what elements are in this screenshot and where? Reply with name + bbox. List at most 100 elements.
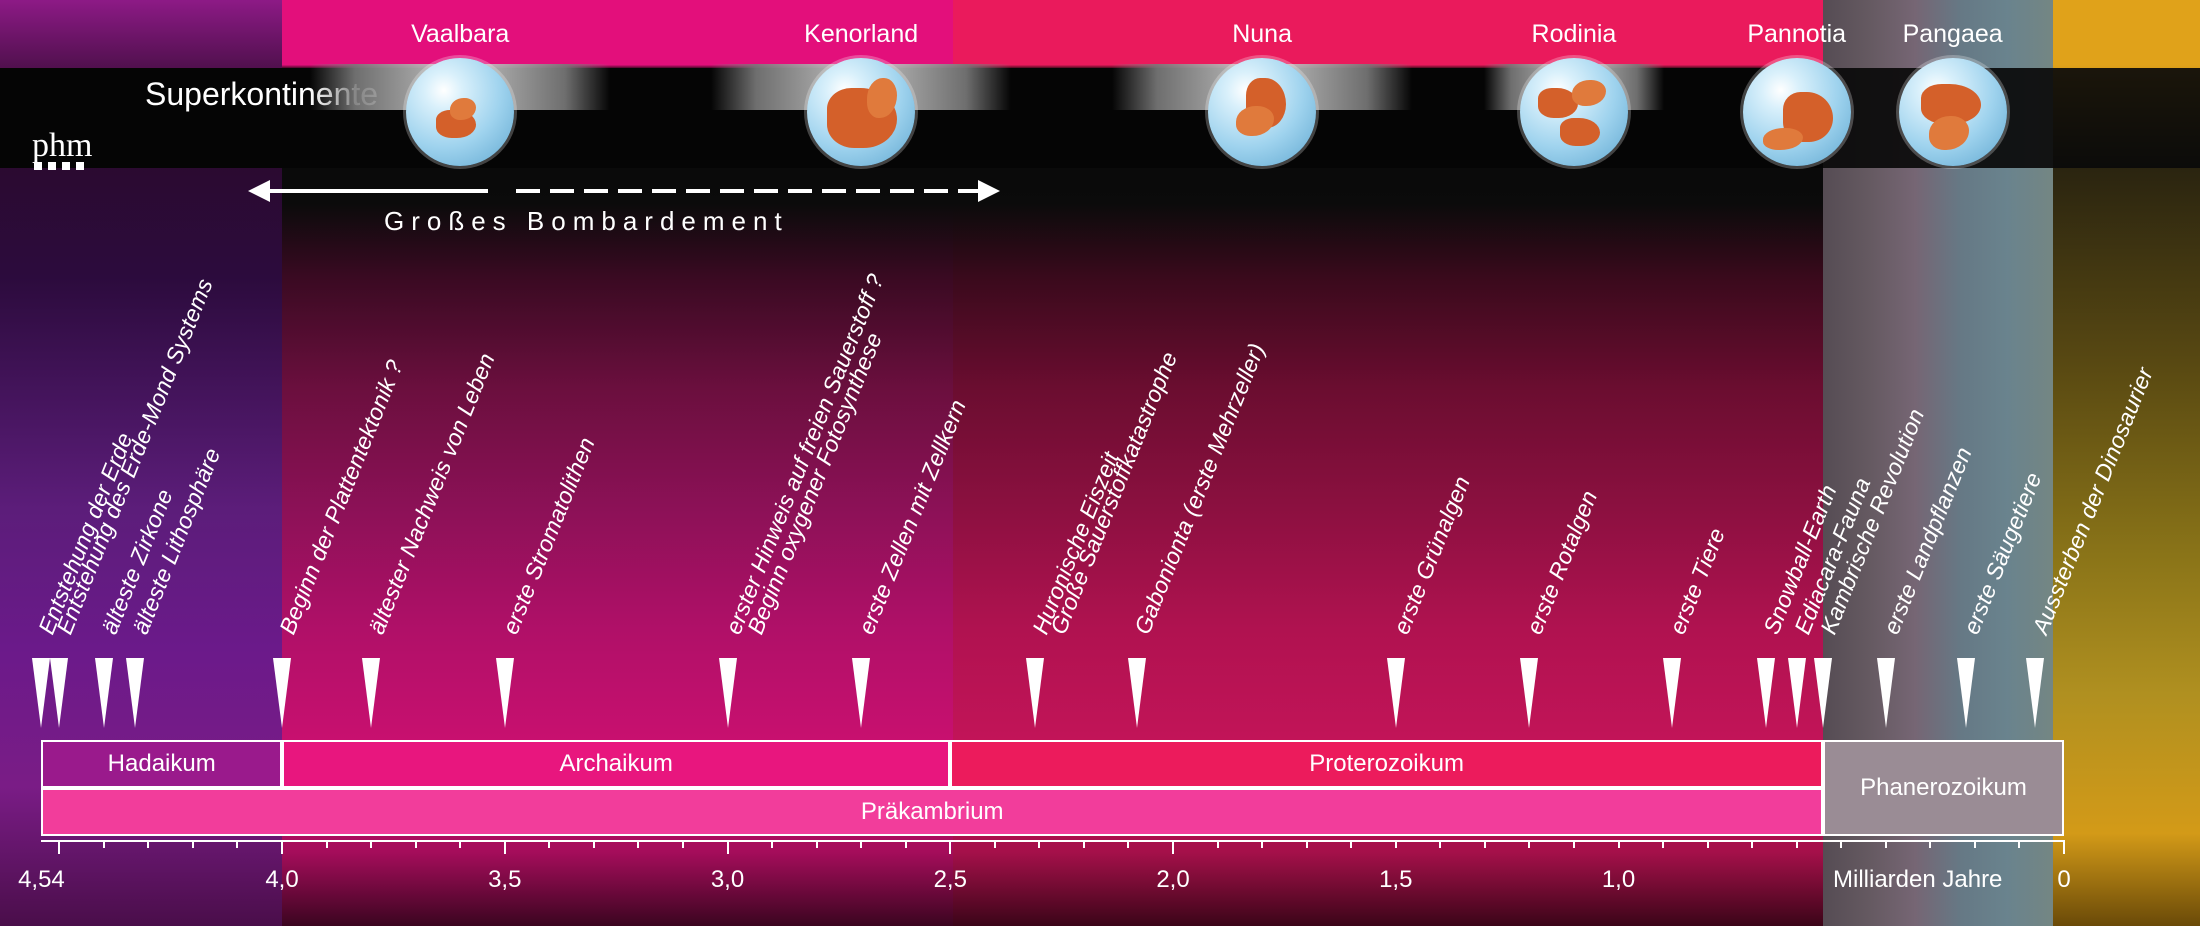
- axis-tick: [370, 840, 373, 848]
- axis-tick: [1216, 840, 1219, 848]
- axis-tick: [1751, 840, 1754, 848]
- event-marker: [1520, 658, 1539, 728]
- axis-tick: [1884, 840, 1887, 848]
- eon-box: Hadaikum: [41, 740, 282, 788]
- event-marker: [125, 658, 144, 728]
- event-marker: [1814, 658, 1833, 728]
- axis-tick: [1662, 840, 1665, 848]
- axis-tick: [147, 840, 150, 848]
- event-marker: [1128, 658, 1147, 728]
- axis-tick: [771, 840, 774, 848]
- landmass: [1762, 128, 1803, 150]
- axis-tick: [904, 840, 907, 848]
- axis-tick: [503, 840, 506, 854]
- supercontinent-globe: [406, 58, 515, 166]
- axis-tick: [1394, 840, 1397, 848]
- supercontinent-globe: [1898, 58, 2007, 166]
- axis-tick: [1929, 840, 1932, 848]
- event-marker: [1662, 658, 1681, 728]
- axis-tick: [414, 840, 417, 848]
- logo-text: phm: [32, 127, 92, 164]
- axis-tick: [1483, 840, 1486, 848]
- landmass: [1537, 88, 1578, 118]
- axis-tick-label: 1,5: [1379, 866, 1413, 893]
- axis-tick: [1439, 840, 1442, 848]
- eon-box: Proterozoikum: [950, 740, 1823, 788]
- bombardment-arrow: [248, 180, 1000, 202]
- landmass: [450, 98, 477, 120]
- event-marker: [495, 658, 514, 728]
- event-marker: [1787, 658, 1806, 728]
- axis-tick: [2018, 840, 2021, 848]
- axis-tick: [637, 840, 640, 848]
- phm-logo: phm: [32, 127, 92, 170]
- event-marker: [1756, 658, 1775, 728]
- axis-tick: [592, 840, 595, 848]
- axis-tick: [1795, 840, 1798, 848]
- event-marker: [50, 658, 69, 728]
- axis-tick-label: 2,5: [933, 866, 967, 893]
- axis-tick: [548, 840, 551, 848]
- supercontinent-label: Pangaea: [1902, 20, 2003, 48]
- axis-tick-label: 2,0: [1156, 866, 1190, 893]
- axis-tick: [281, 840, 283, 854]
- event-marker: [362, 658, 381, 728]
- axis-tick: [191, 840, 194, 848]
- axis-tick: [1350, 840, 1353, 848]
- supercontinent-globe: [1519, 58, 1628, 166]
- axis-tick-label: 4,54: [18, 866, 65, 893]
- axis-tick-label: 0: [2057, 866, 2071, 893]
- axis-unit-label: Milliarden Jahre: [1833, 866, 2003, 893]
- axis-tick-label: 4,0: [265, 866, 299, 893]
- axis-tick: [1572, 840, 1575, 848]
- event-marker: [273, 658, 291, 728]
- axis-tick: [993, 840, 996, 848]
- axis-tick: [1127, 840, 1130, 848]
- supereon-box: Präkambrium: [41, 788, 1823, 836]
- event-marker: [2025, 658, 2044, 728]
- eon-box: Phanerozoikum: [1822, 740, 2064, 836]
- bombardment-label: Großes Bombardement: [384, 206, 789, 236]
- event-marker: [32, 658, 51, 728]
- supercontinent-globe: [1208, 58, 1317, 166]
- axis-tick-label: 1,0: [1601, 866, 1636, 893]
- axis-tick: [726, 840, 729, 854]
- event-marker: [852, 658, 871, 728]
- landmass: [1559, 118, 1600, 146]
- supercontinent-label: Vaalbara: [411, 20, 510, 48]
- axis-tick: [1840, 840, 1843, 848]
- supercontinent-label: Kenorland: [804, 20, 919, 48]
- axis-tick: [1528, 840, 1531, 848]
- axis-tick: [102, 840, 105, 848]
- axis-tick: [860, 840, 863, 848]
- event-marker: [1025, 658, 1044, 728]
- supercontinent-label: Nuna: [1232, 20, 1292, 48]
- axis-tick: [1305, 840, 1308, 848]
- axis-tick: [681, 840, 684, 848]
- axis-tick: [459, 840, 462, 848]
- axis-line: [41, 840, 2064, 842]
- axis-tick-label: 3,0: [710, 866, 745, 893]
- supercontinent-globe: [807, 58, 916, 166]
- axis-tick: [949, 840, 952, 854]
- event-marker: [1876, 658, 1895, 728]
- axis-tick: [1038, 840, 1041, 848]
- axis-tick-label: 3,5: [488, 866, 522, 893]
- supercontinent-globe: [1742, 58, 1851, 166]
- axis-tick: [1172, 840, 1174, 854]
- axis-tick: [815, 840, 818, 848]
- landmass: [1236, 106, 1275, 136]
- axis-tick: [236, 840, 239, 848]
- axis-tick: [1617, 840, 1620, 848]
- axis-tick: [1706, 840, 1709, 848]
- axis-tick: [2063, 840, 2065, 854]
- event-marker: [94, 658, 113, 728]
- event-marker: [1386, 658, 1405, 728]
- landmass: [1928, 116, 1969, 150]
- eon-box: Archaikum: [282, 740, 951, 788]
- axis-tick: [1973, 840, 1976, 848]
- event-marker: [1956, 658, 1975, 728]
- supercontinent-label: Rodinia: [1531, 20, 1617, 48]
- event-marker: [718, 658, 737, 728]
